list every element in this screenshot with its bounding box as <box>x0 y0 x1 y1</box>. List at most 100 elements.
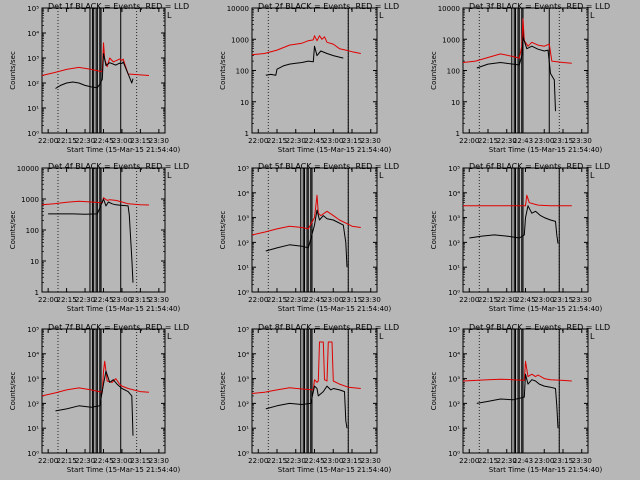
x-tick-label: 23:30 <box>149 457 169 465</box>
legend-mark: L <box>590 11 595 20</box>
lld-series-line <box>41 197 150 206</box>
legend-mark: L <box>379 11 384 20</box>
y-tick-label: 10⁵ <box>448 165 460 173</box>
x-tick-label: 23:00 <box>534 457 554 465</box>
x-tick-label: 22:15 <box>267 137 287 145</box>
plot-frame <box>462 167 589 293</box>
x-tick-label: 22:30 <box>497 137 517 145</box>
y-tick-label: 10⁰ <box>27 130 39 138</box>
x-tick-label: 23:30 <box>149 296 169 304</box>
x-tick-label: 23:30 <box>361 137 381 145</box>
x-tick-label: 22:15 <box>478 296 498 304</box>
y-tick-label: 1 <box>245 130 249 138</box>
x-tick-label: 22:15 <box>57 457 77 465</box>
events-series-line <box>265 209 348 268</box>
x-tick-label: 23:00 <box>323 457 343 465</box>
x-tick-label: 22:43 <box>513 457 533 465</box>
x-tick-label: 23:00 <box>323 137 343 145</box>
x-tick-label: 23:00 <box>112 137 132 145</box>
chart-panel-7: 10⁰10¹10²10³10⁴10⁵22:0022:1522:3022:4523… <box>9 323 189 474</box>
y-axis-label: Counts/sec <box>9 51 17 90</box>
legend-mark: L <box>590 332 595 341</box>
x-tick-label: 23:30 <box>572 296 592 304</box>
y-tick-label: 1000 <box>442 36 460 44</box>
chart-title: Det 7f BLACK = Events, RED = LLD <box>48 323 189 332</box>
x-tick-label: 22:45 <box>93 296 113 304</box>
chart-panel-8: 10⁰10¹10²10³10⁴10⁵22:0022:1522:3022:4523… <box>219 323 399 474</box>
x-tick-label: 22:15 <box>267 296 287 304</box>
x-tick-label: 23:15 <box>342 457 362 465</box>
x-tick-label: 22:15 <box>267 457 287 465</box>
events-series-line <box>469 205 559 244</box>
chart-title: Det 6f BLACK = Events, RED = LLD <box>469 162 610 171</box>
x-axis-label: Start Time (15-Mar-15 21:54:40) <box>278 466 392 474</box>
legend-mark: L <box>590 171 595 180</box>
lld-series-line <box>251 341 361 394</box>
events-series-line <box>476 373 559 429</box>
y-tick-label: 10⁴ <box>237 190 249 198</box>
y-tick-label: 10² <box>448 400 460 408</box>
chart-title: Det 5f BLACK = Events, RED = LLD <box>258 162 399 171</box>
x-tick-label: 23:30 <box>361 457 381 465</box>
x-tick-label: 23:15 <box>130 457 150 465</box>
y-axis-label: Counts/sec <box>219 372 227 411</box>
y-tick-label: 10⁵ <box>237 326 249 334</box>
x-tick-label: 22:00 <box>38 457 58 465</box>
x-tick-label: 22:45 <box>515 296 535 304</box>
x-axis-label: Start Time (15-Mar-15 21:54:40) <box>67 466 181 474</box>
y-tick-label: 10¹ <box>237 264 249 272</box>
legend-mark: L <box>167 11 172 20</box>
x-tick-label: 22:45 <box>304 137 324 145</box>
y-tick-label: 10⁵ <box>27 326 39 334</box>
y-tick-label: 10⁵ <box>448 326 460 334</box>
chart-title: Det 2f BLACK = Events, RED = LLD <box>258 2 399 11</box>
y-tick-label: 10⁰ <box>237 289 249 297</box>
y-tick-label: 10⁰ <box>237 450 249 458</box>
events-series-line <box>48 198 134 283</box>
y-tick-label: 10⁴ <box>27 30 39 38</box>
x-tick-label: 23:30 <box>572 137 592 145</box>
y-tick-label: 100 <box>26 227 39 235</box>
x-tick-label: 22:15 <box>478 457 498 465</box>
y-tick-label: 10³ <box>27 55 39 63</box>
x-tick-label: 23:00 <box>534 296 554 304</box>
x-tick-label: 23:00 <box>323 296 343 304</box>
x-axis-label: Start Time (15-Mar-15 21:54:40) <box>67 146 181 154</box>
y-tick-label: 10⁰ <box>448 450 460 458</box>
y-tick-label: 10³ <box>237 215 249 223</box>
chart-title: Det 8f BLACK = Events, RED = LLD <box>258 323 399 332</box>
y-tick-label: 10¹ <box>448 264 460 272</box>
y-tick-label: 10⁴ <box>448 351 460 359</box>
x-tick-label: 22:45 <box>304 296 324 304</box>
y-tick-label: 10¹ <box>448 425 460 433</box>
x-axis-label: Start Time (15-Mar-15 21:54:40) <box>489 146 603 154</box>
x-tick-label: 23:15 <box>130 137 150 145</box>
x-tick-label: 22:30 <box>286 457 306 465</box>
y-tick-label: 10² <box>237 400 249 408</box>
x-tick-label: 22:15 <box>478 137 498 145</box>
y-tick-label: 10³ <box>448 215 460 223</box>
y-tick-label: 1 <box>456 130 460 138</box>
chart-panel-4: 1 10 100 1000 10000 22:0022:1522:3022:4523:00… <box>9 162 189 313</box>
y-tick-label: 10³ <box>448 376 460 384</box>
x-tick-label: 22:30 <box>497 296 517 304</box>
x-axis-label: Start Time (15-Mar-15 21:54:40) <box>489 466 603 474</box>
y-axis-label: Counts/sec <box>430 211 438 250</box>
y-tick-label: 1000 <box>231 36 249 44</box>
lld-series-line <box>462 360 572 382</box>
y-tick-label: 10¹ <box>27 105 39 113</box>
y-tick-label: 10² <box>27 400 39 408</box>
y-tick-label: 10² <box>237 239 249 247</box>
x-tick-label: 22:15 <box>57 137 77 145</box>
x-tick-label: 22:15 <box>57 296 77 304</box>
x-tick-label: 22:00 <box>459 457 479 465</box>
x-tick-label: 23:15 <box>342 137 362 145</box>
y-tick-label: 10³ <box>237 376 249 384</box>
chart-panel-1: 10⁰10¹10²10³10⁴10⁵22:0022:1522:3022:4523… <box>9 2 189 154</box>
lld-series-line <box>41 360 150 397</box>
chart-panel-5: 10⁰10¹10²10³10⁴10⁵22:0022:1522:3022:4523… <box>219 162 399 313</box>
y-tick-label: 10 <box>240 99 249 107</box>
x-tick-label: 22:00 <box>248 457 268 465</box>
y-axis-label: Counts/sec <box>430 51 438 90</box>
y-tick-label: 10 <box>451 99 460 107</box>
